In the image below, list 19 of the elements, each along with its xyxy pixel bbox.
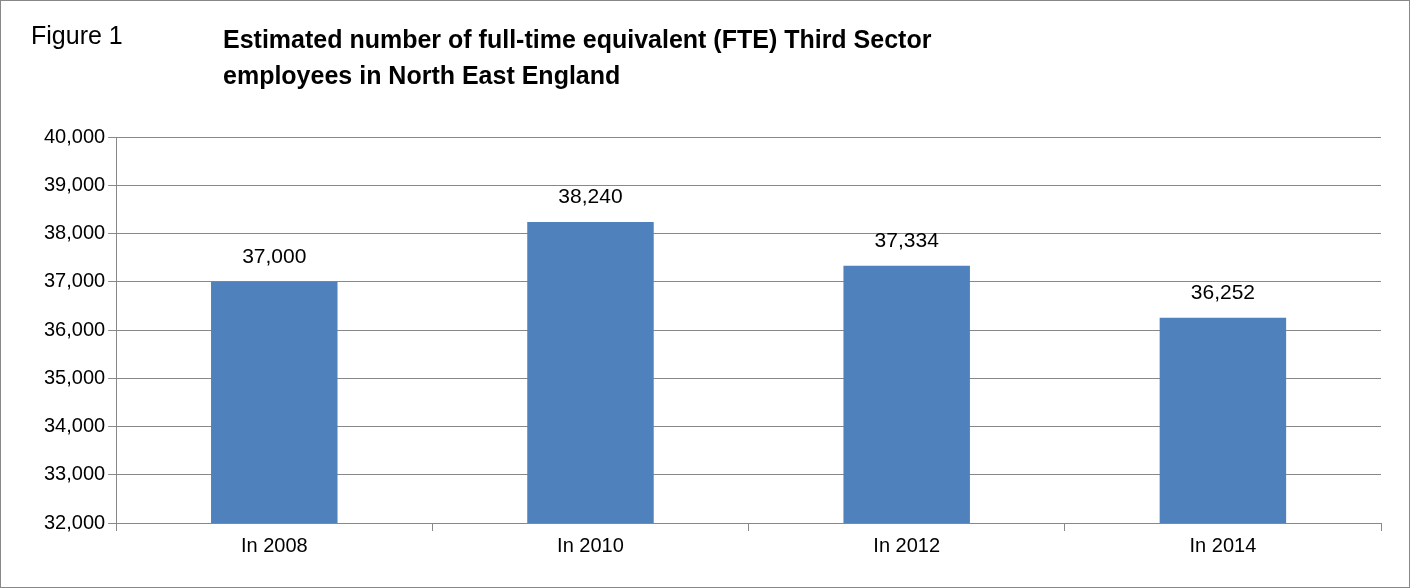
x-tick-label: In 2014 (1189, 533, 1257, 556)
y-tick-label: 33,000 (44, 462, 106, 485)
data-label: 37,334 (874, 227, 940, 251)
chart-title: Estimated number of full-time equivalent (FTE) Third Sector employees in North East England (223, 24, 933, 92)
y-tick-label: 36,000 (44, 317, 106, 340)
data-label: 37,000 (242, 244, 307, 268)
data-label: 38,240 (558, 184, 623, 208)
x-tick-label: In 2012 (873, 533, 941, 556)
data-label: 36,252 (1190, 280, 1256, 304)
y-tick-label: 39,000 (44, 172, 106, 195)
y-tick-label: 34,000 (44, 414, 106, 437)
y-tick-label: 32,000 (44, 510, 106, 533)
y-tick-label: 38,000 (44, 221, 106, 244)
x-tick-label: In 2008 (240, 533, 308, 556)
caption: Figure 1 (31, 21, 123, 50)
x-tick-label: In 2010 (557, 533, 624, 556)
y-tick-label: 40,000 (44, 124, 106, 147)
y-tick-label: 37,000 (44, 269, 106, 292)
y-tick-label: 35,000 (44, 365, 106, 388)
